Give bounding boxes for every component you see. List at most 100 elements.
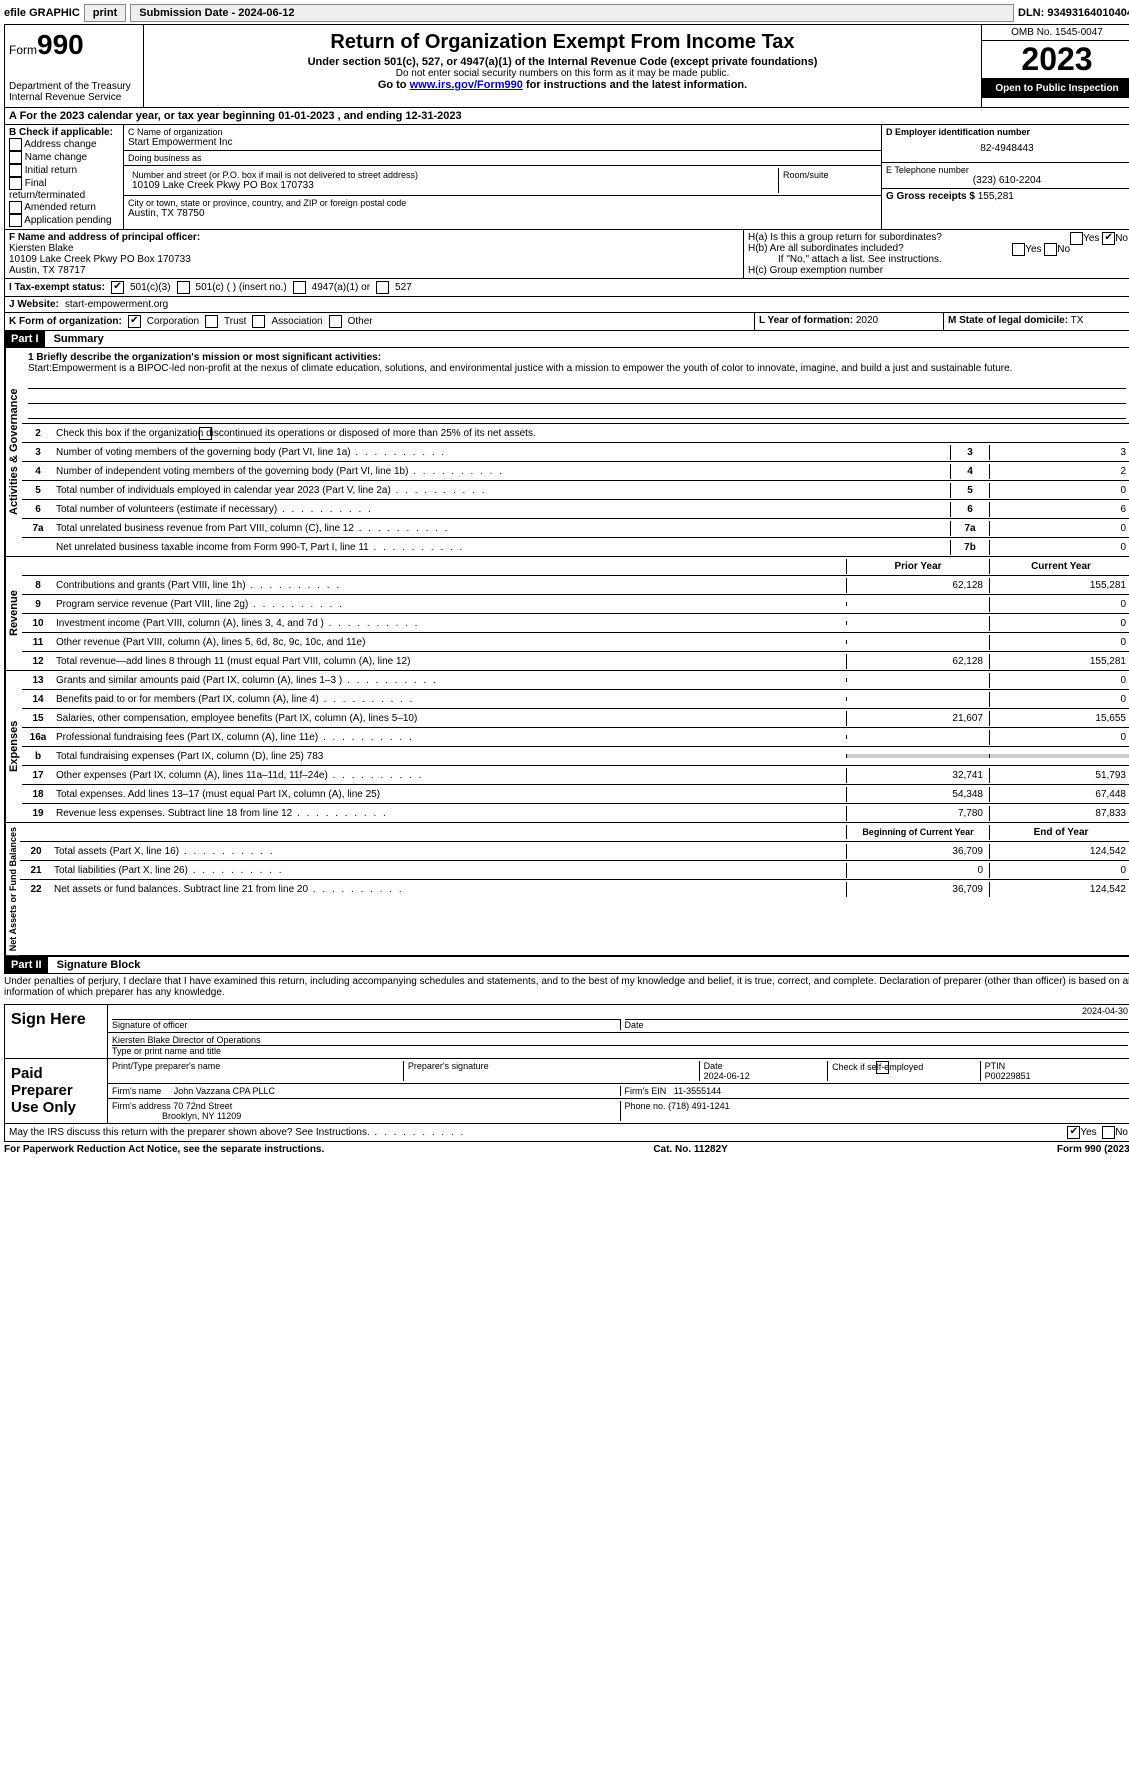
dln-label: DLN: 93493164010404 bbox=[1018, 7, 1129, 19]
rev-p10 bbox=[846, 621, 989, 625]
ha-label: H(a) Is this a group return for subordin… bbox=[748, 232, 942, 243]
dba-label: Doing business as bbox=[128, 153, 877, 163]
form-number: 990 bbox=[37, 29, 84, 60]
city-value: Austin, TX 78750 bbox=[128, 208, 877, 219]
net-e20: 124,542 bbox=[989, 844, 1129, 859]
top-bar: efile GRAPHIC print Submission Date - 20… bbox=[4, 4, 1129, 22]
exp-p16a bbox=[846, 735, 989, 739]
cb-hb-yes[interactable] bbox=[1012, 243, 1025, 256]
omb-number: OMB No. 1545-0047 bbox=[982, 25, 1129, 40]
rev-p12: 62,128 bbox=[846, 654, 989, 669]
footer-right: Form 990 (2023) bbox=[1057, 1144, 1129, 1155]
officer-block: F Name and address of principal officer:… bbox=[4, 230, 1129, 279]
discuss-row: May the IRS discuss this return with the… bbox=[4, 1124, 1129, 1142]
officer-addr2: Austin, TX 78717 bbox=[9, 265, 739, 276]
val-7b: 0 bbox=[989, 540, 1129, 555]
section-revenue: Revenue Prior YearCurrent Year 8Contribu… bbox=[4, 557, 1129, 671]
street-value: 10109 Lake Creek Pkwy PO Box 170733 bbox=[132, 180, 774, 191]
submission-date: Submission Date - 2024-06-12 bbox=[130, 4, 1014, 22]
cb-discuss-no[interactable] bbox=[1102, 1126, 1115, 1139]
firm-addr1: 70 72nd Street bbox=[173, 1101, 232, 1111]
section-governance: Activities & Governance 1 Briefly descri… bbox=[4, 348, 1129, 557]
cb-self-employed[interactable] bbox=[876, 1061, 889, 1074]
dept-label: Department of the Treasury bbox=[9, 81, 139, 92]
sign-date: 2024-04-30 bbox=[1082, 1006, 1128, 1016]
cb-501c[interactable] bbox=[177, 281, 190, 294]
net-b20: 36,709 bbox=[846, 844, 989, 859]
efile-label: efile GRAPHIC bbox=[4, 7, 80, 19]
officer-label: F Name and address of principal officer: bbox=[9, 232, 739, 243]
cb-discuss-yes[interactable] bbox=[1067, 1126, 1080, 1139]
exp-p19: 7,780 bbox=[846, 806, 989, 821]
form-title: Return of Organization Exempt From Incom… bbox=[148, 31, 977, 54]
sign-here-block: Sign Here Signature of officer Date2024-… bbox=[4, 1004, 1129, 1059]
officer-addr1: 10109 Lake Creek Pkwy PO Box 170733 bbox=[9, 254, 739, 265]
cb-address-change[interactable] bbox=[9, 138, 22, 151]
period-row: A For the 2023 calendar year, or tax yea… bbox=[4, 108, 1129, 125]
exp-c17: 51,793 bbox=[989, 768, 1129, 783]
paid-preparer-label: Paid Preparer Use Only bbox=[5, 1059, 108, 1123]
val-7a: 0 bbox=[989, 521, 1129, 536]
cb-initial-return[interactable] bbox=[9, 164, 22, 177]
exp-p13 bbox=[846, 678, 989, 682]
cb-app-pending[interactable] bbox=[9, 214, 22, 227]
rev-c10: 0 bbox=[989, 616, 1129, 631]
net-e22: 124,542 bbox=[989, 882, 1129, 897]
cb-ha-yes[interactable] bbox=[1070, 232, 1083, 245]
phone-label: E Telephone number bbox=[886, 165, 1128, 175]
perjury-text: Under penalties of perjury, I declare th… bbox=[4, 974, 1129, 1000]
net-b21: 0 bbox=[846, 863, 989, 878]
print-button[interactable]: print bbox=[84, 4, 126, 22]
year-formation: 2020 bbox=[856, 315, 878, 326]
rev-c8: 155,281 bbox=[989, 578, 1129, 593]
exp-c18: 67,448 bbox=[989, 787, 1129, 802]
sign-here-label: Sign Here bbox=[5, 1005, 108, 1058]
cb-ha-no[interactable] bbox=[1102, 232, 1115, 245]
status-row: I Tax-exempt status: 501(c)(3) 501(c) ( … bbox=[4, 279, 1129, 297]
cb-trust[interactable] bbox=[205, 315, 218, 328]
tab-expenses: Expenses bbox=[5, 671, 22, 822]
officer-name-title: Kiersten Blake Director of Operations bbox=[112, 1035, 1128, 1045]
val-3: 3 bbox=[989, 445, 1129, 460]
ein-value: 82-4948443 bbox=[886, 137, 1128, 160]
paid-preparer-block: Paid Preparer Use Only Print/Type prepar… bbox=[4, 1059, 1129, 1124]
firm-addr2: Brooklyn, NY 11209 bbox=[162, 1111, 241, 1121]
cb-hb-no[interactable] bbox=[1044, 243, 1057, 256]
rev-p11 bbox=[846, 640, 989, 644]
city-label: City or town, state or province, country… bbox=[128, 198, 877, 208]
rev-p9 bbox=[846, 602, 989, 606]
cb-527[interactable] bbox=[376, 281, 389, 294]
website-value: start-empowerment.org bbox=[65, 299, 168, 310]
net-b22: 36,709 bbox=[846, 882, 989, 897]
tax-year: 2023 bbox=[982, 40, 1129, 79]
part2-header: Part II Signature Block bbox=[4, 956, 1129, 974]
ein-label: D Employer identification number bbox=[886, 127, 1128, 137]
page-footer: For Paperwork Reduction Act Notice, see … bbox=[4, 1142, 1129, 1157]
cb-4947[interactable] bbox=[293, 281, 306, 294]
state-domicile: TX bbox=[1071, 315, 1084, 326]
exp-c15: 15,655 bbox=[989, 711, 1129, 726]
inspection-label: Open to Public Inspection bbox=[982, 79, 1129, 98]
street-label: Number and street (or P.O. box if mail i… bbox=[132, 170, 774, 180]
cb-discontinued[interactable] bbox=[199, 427, 212, 440]
gross-label: G Gross receipts $ bbox=[886, 191, 975, 202]
exp-p17: 32,741 bbox=[846, 768, 989, 783]
cb-final-return[interactable] bbox=[9, 177, 22, 190]
tab-revenue: Revenue bbox=[5, 557, 22, 670]
cb-corp[interactable] bbox=[128, 315, 141, 328]
form-subtitle-3: Go to www.irs.gov/Form990 for instructio… bbox=[148, 79, 977, 91]
hb-note: If "No," attach a list. See instructions… bbox=[748, 254, 1128, 265]
cb-other[interactable] bbox=[329, 315, 342, 328]
irs-link[interactable]: www.irs.gov/Form990 bbox=[410, 79, 523, 91]
cb-amended[interactable] bbox=[9, 201, 22, 214]
cb-assoc[interactable] bbox=[252, 315, 265, 328]
phone-value: (323) 610-2204 bbox=[886, 175, 1128, 186]
cb-name-change[interactable] bbox=[9, 151, 22, 164]
val-6: 6 bbox=[989, 502, 1129, 517]
val-5: 0 bbox=[989, 483, 1129, 498]
footer-left: For Paperwork Reduction Act Notice, see … bbox=[4, 1144, 324, 1155]
exp-c13: 0 bbox=[989, 673, 1129, 688]
cb-501c3[interactable] bbox=[111, 281, 124, 294]
firm-name: John Vazzana CPA PLLC bbox=[174, 1086, 275, 1096]
footer-mid: Cat. No. 11282Y bbox=[653, 1144, 727, 1155]
